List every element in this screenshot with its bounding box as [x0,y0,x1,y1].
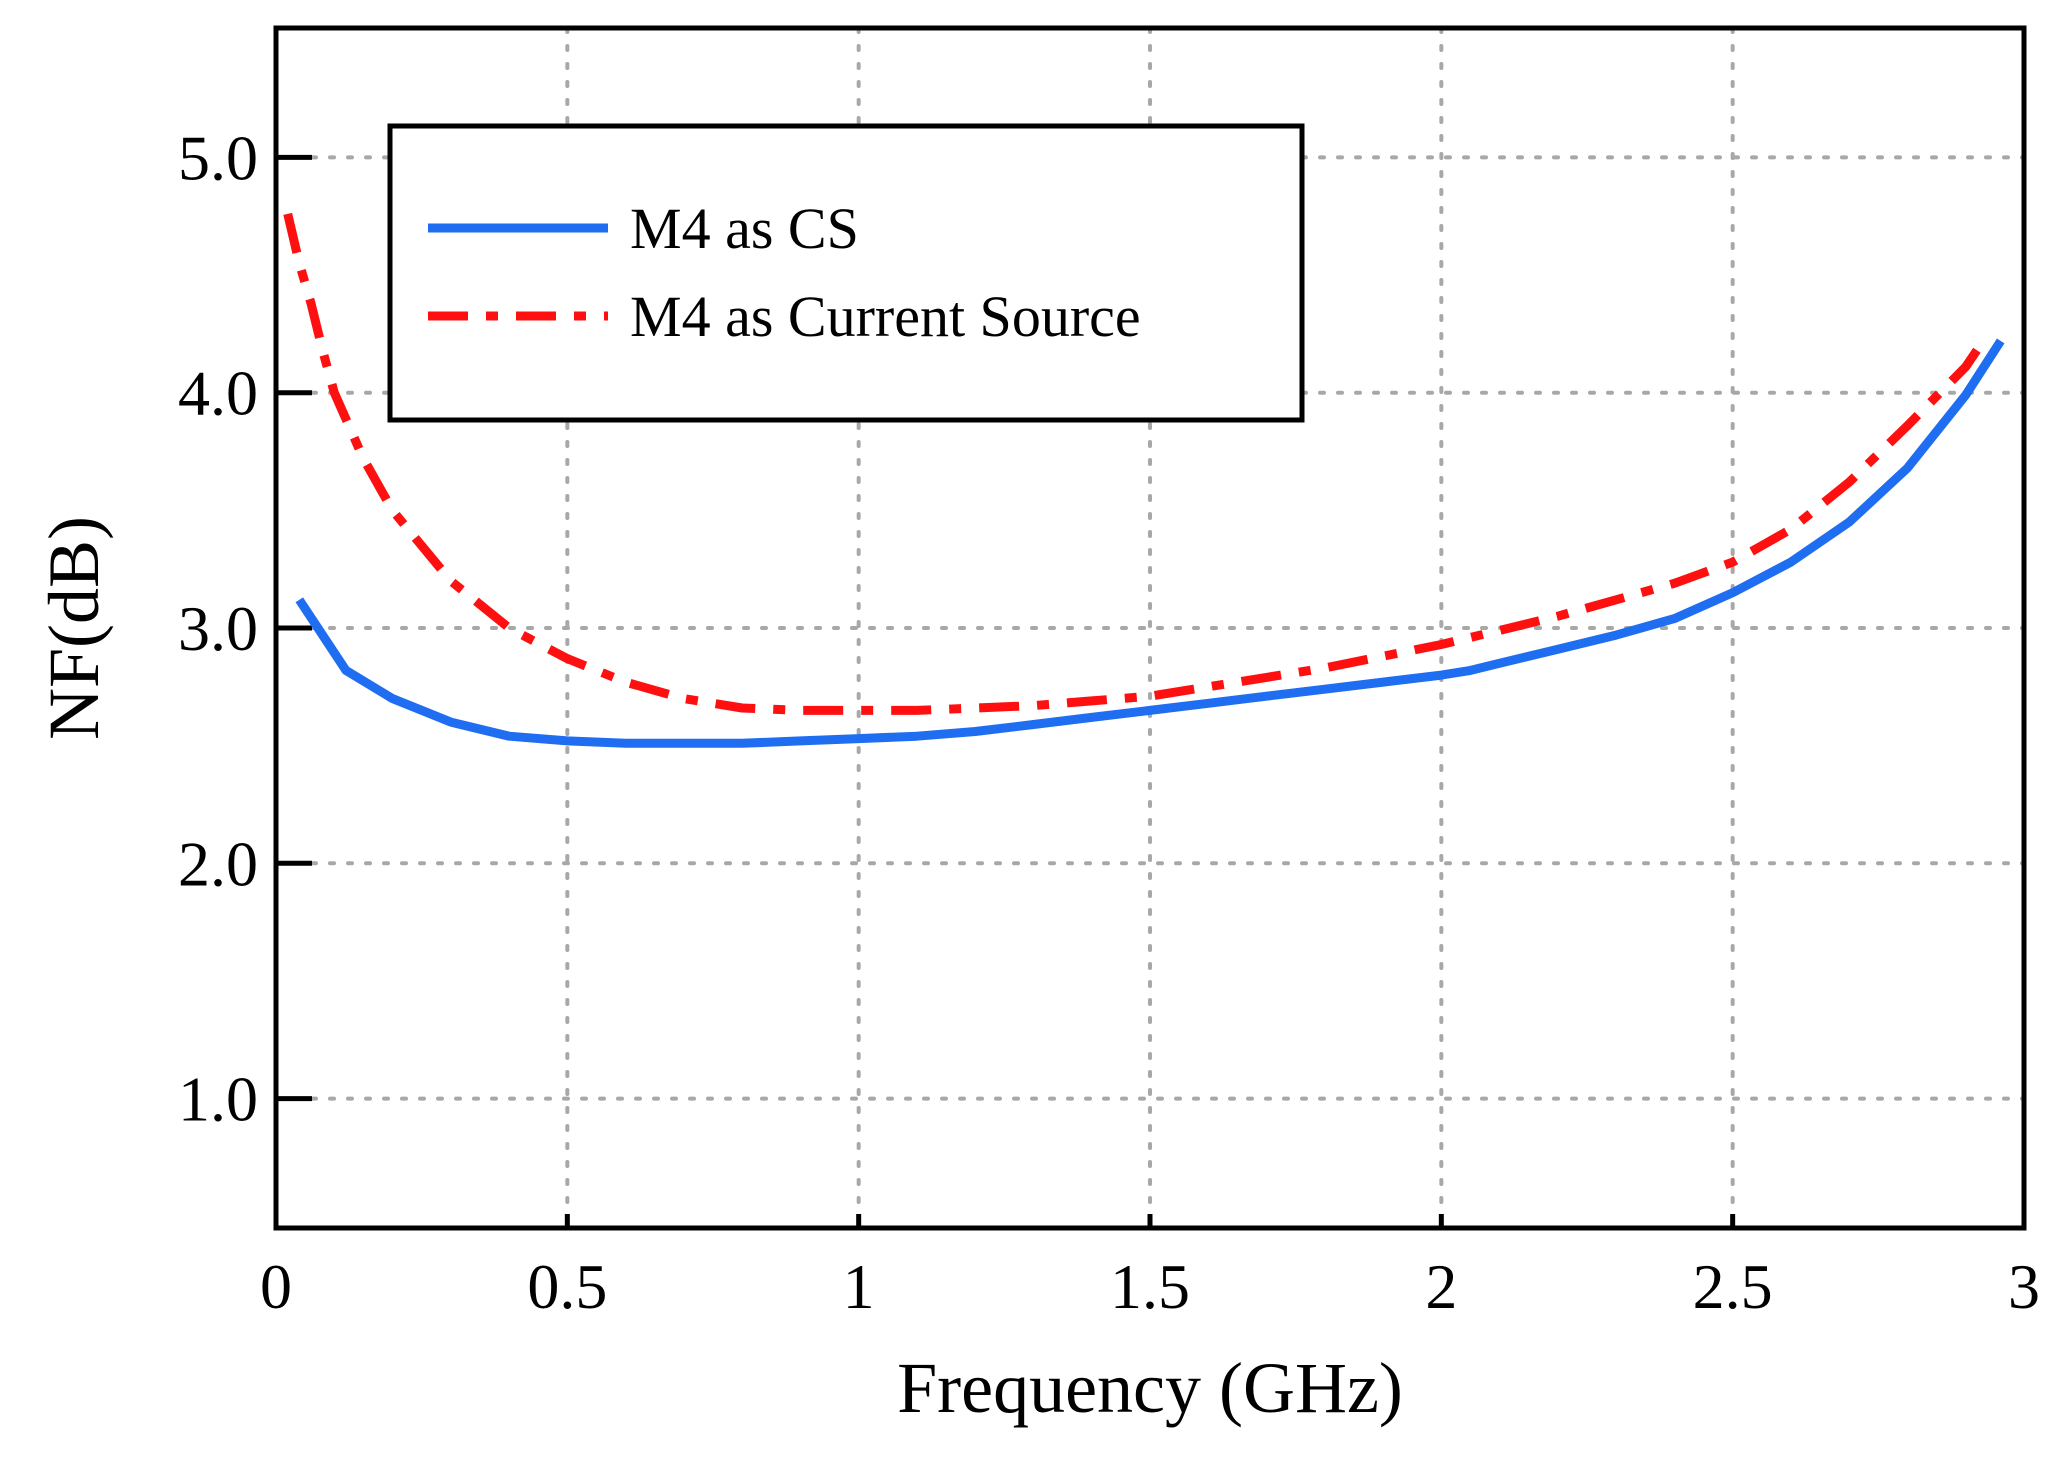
x-tick-label: 0 [260,1251,292,1322]
plot-frame [273,25,2027,1231]
y-tick-label: 3.0 [178,593,258,664]
series-line-1 [283,212,1987,715]
series-line-0 [295,338,2005,748]
series [283,212,2005,748]
y-tick-label: 1.0 [178,1064,258,1135]
tick-labels: 0 0.5 1 1.5 2 2.5 3 1.0 2.0 3.0 4.0 5.0 [178,122,2040,1322]
legend-label-m4-as-cs: M4 as CS [630,196,859,261]
y-tick-label: 2.0 [178,828,258,899]
x-tick-label: 2 [1425,1251,1457,1322]
legend: M4 as CS M4 as Current Source [387,123,1305,423]
y-tick-label: 4.0 [178,358,258,429]
legend-label-m4-as-current-source: M4 as Current Source [630,284,1141,349]
x-tick-label: 1.5 [1110,1251,1190,1322]
legend-box [387,123,1305,423]
x-tick-label: 3 [2008,1251,2040,1322]
x-tick-label: 0.5 [527,1251,607,1322]
y-axis-title: NF(dB) [34,516,114,740]
x-axis-title: Frequency (GHz) [897,1348,1403,1428]
x-tick-label: 1 [843,1251,875,1322]
y-tick-label: 5.0 [178,122,258,193]
x-tick-label: 2.5 [1693,1251,1773,1322]
